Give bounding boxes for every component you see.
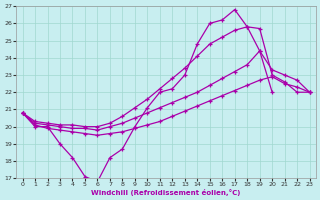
- X-axis label: Windchill (Refroidissement éolien,°C): Windchill (Refroidissement éolien,°C): [92, 189, 241, 196]
